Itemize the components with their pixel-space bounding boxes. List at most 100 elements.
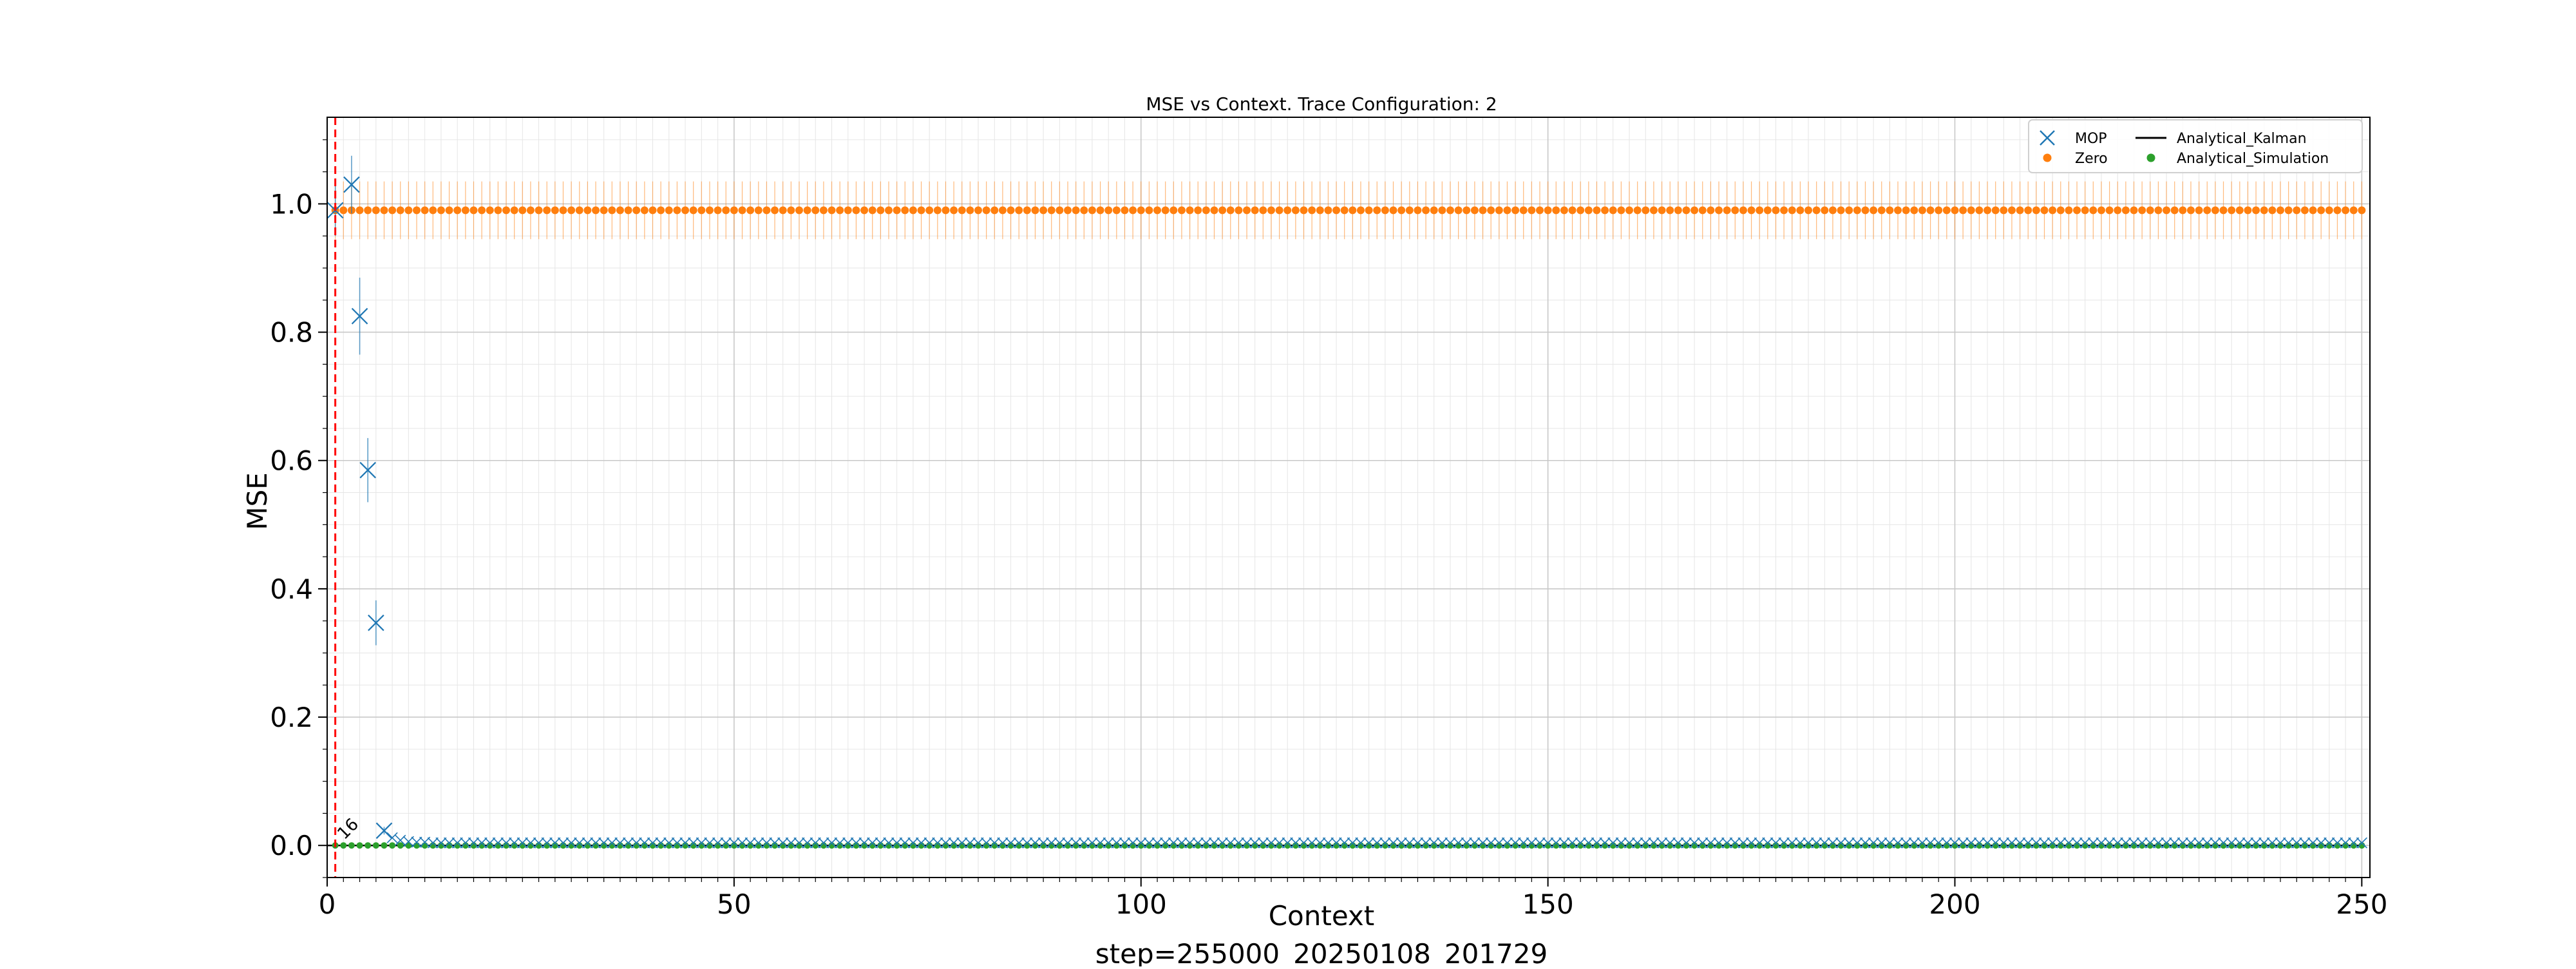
zero-point	[1056, 206, 1064, 215]
mop-point	[1135, 837, 1147, 849]
zero-point	[1104, 206, 1113, 215]
zero-point	[1942, 206, 1951, 215]
mop-point	[1990, 837, 2002, 849]
mop-point	[2266, 837, 2278, 849]
mop-point	[2128, 837, 2140, 849]
zero-point	[868, 206, 876, 215]
legend-label-mop: MOP	[2075, 131, 2107, 147]
zero-point	[478, 206, 486, 215]
mop-point	[549, 837, 561, 849]
legend-marker-zero	[2043, 153, 2052, 162]
mop-point	[1477, 837, 1489, 849]
zero-point	[828, 206, 836, 215]
mop-point	[2226, 837, 2237, 849]
mop-point	[2259, 837, 2270, 849]
mop-point	[802, 837, 813, 849]
mop-point	[2331, 837, 2344, 849]
mop-point	[818, 837, 829, 849]
mop-point	[964, 837, 976, 849]
zero-point	[836, 206, 844, 215]
zero-point	[2081, 206, 2089, 215]
zero-point	[1446, 206, 1454, 215]
zero-point	[1259, 206, 1267, 215]
zero-point	[1121, 206, 1129, 215]
zero-point	[2049, 206, 2057, 215]
zero-point	[1470, 206, 1479, 215]
mop-point	[343, 176, 360, 193]
zero-point	[1609, 206, 1617, 215]
mop-point	[1998, 837, 2009, 849]
mop-point	[2006, 837, 2018, 849]
zero-point	[2000, 206, 2008, 215]
zero-point	[2007, 206, 2016, 215]
zero-point	[1690, 206, 1699, 215]
zero-point	[1145, 206, 1153, 215]
mop-point	[460, 837, 471, 849]
mop-point	[1396, 837, 1407, 849]
zero-point	[1235, 206, 1243, 215]
zero-point	[616, 206, 624, 215]
zero-point	[640, 206, 649, 215]
mop-point	[1550, 837, 1562, 849]
zero-point	[746, 206, 755, 215]
zero-point	[1584, 206, 1593, 215]
mop-point	[2177, 837, 2188, 849]
mop-point	[2104, 837, 2116, 849]
mop-point	[1925, 837, 1937, 849]
mop-point	[1624, 837, 1635, 849]
mop-point	[2348, 837, 2360, 849]
mop-point	[753, 837, 764, 849]
mop-point	[2152, 837, 2164, 849]
zero-point	[2300, 206, 2309, 215]
zero-point	[2073, 206, 2081, 215]
zero-point	[2284, 206, 2293, 215]
mop-point	[1501, 837, 1513, 849]
mop-point	[1127, 837, 1139, 849]
mop-point	[500, 837, 512, 849]
mop-point	[2055, 837, 2067, 849]
mop-point	[2047, 837, 2058, 849]
zero-point	[2309, 206, 2317, 215]
mop-point	[1021, 837, 1033, 849]
zero-point	[1544, 206, 1552, 215]
zero-point	[1007, 206, 1015, 215]
mop-point	[630, 837, 642, 849]
zero-point	[526, 206, 535, 215]
zero-point	[1454, 206, 1463, 215]
legend-label-analytical-simulation: Analytical_Simulation	[2177, 151, 2329, 167]
mop-point	[1103, 837, 1114, 849]
zero-point	[1308, 206, 1316, 215]
mop-point	[1078, 837, 1090, 849]
zero-point	[1861, 206, 1870, 215]
zero-point	[624, 206, 632, 215]
zero-point	[1064, 206, 1072, 215]
mop-point	[1778, 837, 1790, 849]
mop-point	[1249, 837, 1261, 849]
mop-point	[1469, 837, 1481, 849]
zero-point	[494, 206, 502, 215]
zero-point	[811, 206, 820, 215]
mop-point	[1420, 837, 1432, 849]
mop-point	[1884, 837, 1895, 849]
zero-point	[1096, 206, 1104, 215]
mop-point	[875, 837, 886, 849]
mop-point	[2169, 837, 2181, 849]
mop-point	[785, 837, 797, 849]
zero-point	[1170, 206, 1178, 215]
zero-point	[1023, 206, 1031, 215]
zero-point	[1837, 206, 1845, 215]
zero-point	[2211, 206, 2219, 215]
y-tick-label: 0.4	[270, 573, 313, 605]
zero-point	[1601, 206, 1609, 215]
mop-point	[509, 837, 520, 849]
zero-point	[1658, 206, 1666, 215]
zero-point	[461, 206, 469, 215]
zero-point	[1414, 206, 1422, 215]
mop-point	[1957, 837, 1969, 849]
zero-series	[331, 181, 2366, 240]
mop-point	[1713, 837, 1725, 849]
mop-point	[1973, 837, 1985, 849]
zero-point	[2276, 206, 2284, 215]
mop-point	[810, 837, 821, 849]
zero-point	[1902, 206, 1910, 215]
